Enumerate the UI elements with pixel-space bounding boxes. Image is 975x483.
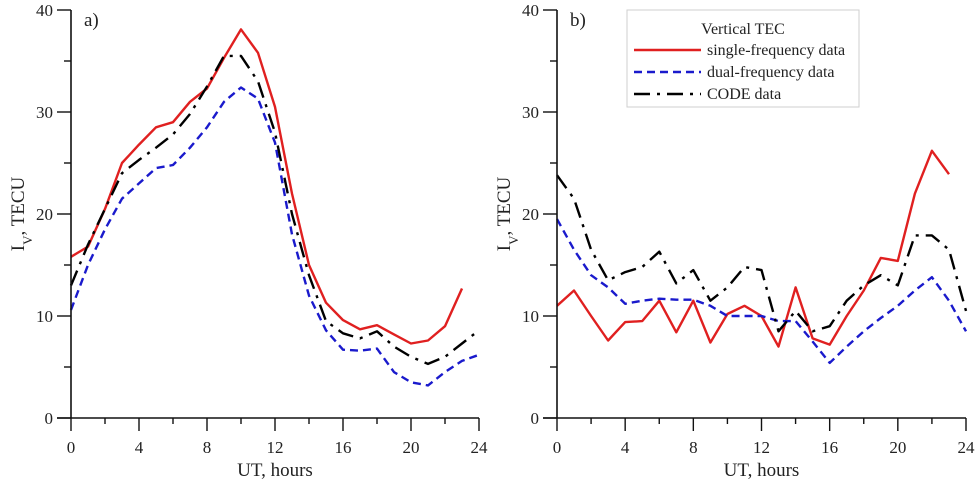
series-line-dual-frequency-data — [555, 218, 968, 365]
x-tick-label: 24 — [471, 438, 489, 457]
series-line-code-data — [556, 174, 968, 333]
x-tick-label: 24 — [958, 438, 975, 457]
y-tick-label: 40 — [36, 1, 53, 20]
y-axis-title-subscript: V — [20, 235, 35, 245]
x-axis-title: UT, hours — [237, 460, 313, 481]
y-tick-label: 0 — [531, 409, 540, 428]
series-line-code-data — [69, 54, 480, 366]
y-axis-title: IV, TECU — [8, 176, 35, 251]
y-tick-label: 20 — [522, 205, 539, 224]
legend-entry-label: dual-frequency data — [707, 64, 834, 81]
x-tick-label: 4 — [135, 438, 144, 457]
x-tick-label: 16 — [335, 438, 352, 457]
y-tick-label: 20 — [36, 205, 53, 224]
series-line-single-frequency-data — [70, 28, 464, 345]
y-tick-label: 40 — [522, 1, 539, 20]
panel-label: a) — [84, 10, 99, 31]
legend-box — [626, 9, 860, 108]
y-tick-label: 30 — [36, 103, 53, 122]
panel-label: b) — [570, 10, 586, 31]
x-tick-label: 4 — [621, 438, 630, 457]
legend: Vertical TEC single-frequency data dual-fr… — [626, 9, 860, 108]
panel-a: 0 10 20 30 40 0 4 8 12 16 20 24 UT, hours IV, TECU a) — [8, 1, 488, 481]
legend-title: Vertical TEC — [701, 21, 785, 38]
x-tick-label: 20 — [889, 438, 906, 457]
y-axis-title-subscript: V — [506, 235, 521, 245]
x-tick-label: 0 — [553, 438, 562, 457]
y-axis-title: IV, TECU — [494, 176, 521, 251]
y-tick-label: 0 — [45, 409, 54, 428]
x-tick-label: 8 — [689, 438, 698, 457]
x-tick-label: 8 — [203, 438, 212, 457]
legend-entry-label: single-frequency data — [707, 42, 845, 59]
series-line-dual-frequency-data — [69, 86, 480, 387]
x-tick-label: 12 — [267, 438, 284, 457]
y-tick-label: 10 — [522, 307, 539, 326]
legend-entry-label: CODE data — [707, 86, 781, 103]
x-tick-label: 0 — [67, 438, 76, 457]
x-axis-title: UT, hours — [724, 460, 800, 481]
y-tick-label: 10 — [36, 307, 53, 326]
x-tick-label: 16 — [821, 438, 838, 457]
panel-b: 0 10 20 30 40 0 4 8 12 16 20 24 UT, hours IV, TECU b) V… — [494, 1, 975, 481]
x-tick-label: 20 — [403, 438, 420, 457]
y-tick-label: 30 — [522, 103, 539, 122]
x-tick-label: 12 — [753, 438, 770, 457]
series-line-single-frequency-data — [556, 149, 950, 348]
